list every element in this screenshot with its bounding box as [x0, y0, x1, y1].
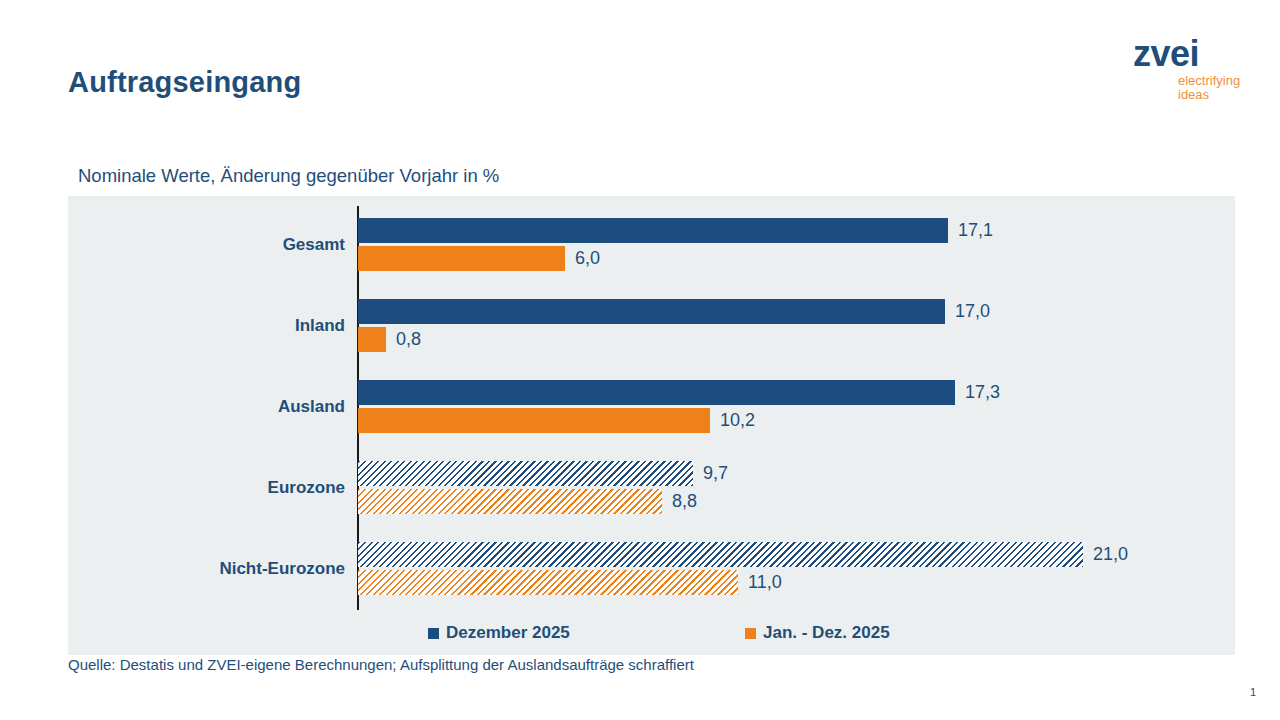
- legend-item-0: Dezember 2025: [428, 623, 570, 643]
- bar-value-label: 17,1: [958, 218, 993, 243]
- bar-value-label: 21,0: [1093, 542, 1128, 567]
- bar-value-label: 9,7: [703, 461, 728, 486]
- legend-label: Jan. - Dez. 2025: [763, 623, 890, 643]
- bar-inland-series-1: [358, 327, 386, 352]
- category-label-eurozone: Eurozone: [68, 477, 345, 499]
- bar-value-label: 10,2: [720, 408, 755, 433]
- zvei-wordmark: zvei: [1133, 38, 1243, 70]
- bar-eurozone-series-1: [358, 489, 662, 514]
- legend-item-1: Jan. - Dez. 2025: [745, 623, 890, 643]
- bar-value-label: 8,8: [672, 489, 697, 514]
- legend-swatch-icon: [745, 628, 756, 639]
- source-note: Quelle: Destatis und ZVEI-eigene Berechn…: [68, 656, 694, 673]
- category-label-ausland: Ausland: [68, 396, 345, 418]
- bar-nicht-eurozone-series-1: [358, 570, 738, 595]
- page-title: Auftragseingang: [68, 66, 301, 99]
- bar-inland-series-0: [358, 299, 945, 324]
- category-label-nicht-eurozone: Nicht-Eurozone: [68, 558, 345, 580]
- category-label-inland: Inland: [68, 315, 345, 337]
- bar-value-label: 17,3: [965, 380, 1000, 405]
- bar-value-label: 6,0: [575, 246, 600, 271]
- bar-eurozone-series-0: [358, 461, 693, 486]
- legend-swatch-icon: [428, 628, 439, 639]
- chart-legend: Dezember 2025 Jan. - Dez. 2025: [68, 623, 1235, 647]
- bar-ausland-series-1: [358, 408, 710, 433]
- bar-value-label: 0,8: [396, 327, 421, 352]
- bar-gesamt-series-0: [358, 218, 948, 243]
- legend-label: Dezember 2025: [446, 623, 570, 643]
- slide: Auftragseingang zvei electrifying ideas …: [0, 0, 1280, 720]
- category-label-gesamt: Gesamt: [68, 234, 345, 256]
- bar-value-label: 17,0: [955, 299, 990, 324]
- chart-subtitle: Nominale Werte, Änderung gegenüber Vorja…: [78, 165, 499, 187]
- bar-value-label: 11,0: [748, 570, 782, 595]
- page-number: 1: [1240, 686, 1256, 698]
- bar-gesamt-series-1: [358, 246, 565, 271]
- zvei-logo: zvei electrifying ideas: [1133, 38, 1243, 70]
- bar-ausland-series-0: [358, 380, 955, 405]
- bar-chart: Gesamt 17,1 6,0 Inland 17,0 0,8 Ausland 17,3 10,…: [68, 196, 1235, 655]
- zvei-tagline: electrifying ideas: [1178, 74, 1240, 101]
- bar-nicht-eurozone-series-0: [358, 542, 1083, 567]
